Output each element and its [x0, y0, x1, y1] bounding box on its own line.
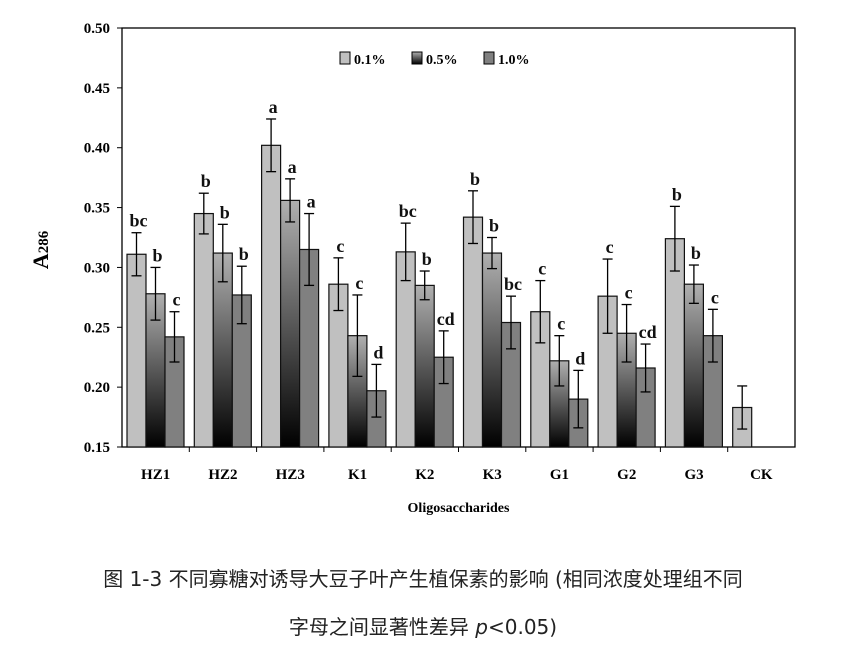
significance-label: c [557, 314, 565, 334]
legend-label: 0.1% [354, 53, 386, 68]
significance-label: b [691, 243, 701, 263]
significance-label: c [606, 237, 614, 257]
y-tick-label: 0.45 [84, 81, 110, 97]
y-tick-label: 0.25 [84, 320, 110, 336]
caption-p: p [475, 615, 488, 639]
figure-caption-line2: 字母之间显著性差异 p<0.05) [0, 611, 846, 640]
bar [481, 252, 503, 448]
x-tick-label: G2 [617, 467, 636, 483]
x-tick-label: HZ3 [276, 467, 305, 483]
legend-swatch [483, 51, 495, 65]
y-tick-label: 0.35 [84, 201, 110, 217]
significance-label: cd [639, 322, 657, 342]
y-tick-label: 0.30 [84, 260, 110, 276]
significance-label: a [288, 157, 297, 177]
y-tick-label: 0.20 [84, 380, 110, 396]
significance-label: bc [399, 201, 417, 221]
bar [193, 212, 214, 448]
significance-label: b [672, 184, 682, 204]
significance-label: c [336, 236, 344, 256]
figure-caption-line1: 图 1-3 不同寡糖对诱导大豆子叶产生植保素的影响 (相同浓度处理组不同 [103, 567, 743, 591]
significance-label: b [470, 169, 480, 189]
significance-label: c [355, 273, 363, 293]
x-tick-label: G3 [684, 467, 703, 483]
significance-label: d [373, 342, 383, 362]
legend-label: 0.5% [426, 53, 458, 68]
y-tick-label: 0.15 [84, 440, 110, 456]
significance-label: cd [437, 309, 455, 329]
legend-label: 1.0% [498, 53, 530, 68]
x-tick-label: HZ2 [208, 467, 237, 483]
bar [126, 253, 147, 448]
legend-swatch [339, 51, 351, 65]
x-tick-label: G1 [550, 467, 569, 483]
y-tick-label: 0.50 [84, 21, 110, 37]
y-tick-label: 0.40 [84, 141, 110, 157]
legend-swatch [411, 51, 423, 65]
y-axis-label: A286 [28, 230, 53, 269]
significance-label: bc [130, 211, 148, 231]
x-tick-label: HZ1 [141, 467, 170, 483]
significance-label: b [489, 216, 499, 236]
significance-label: bc [504, 274, 522, 294]
x-tick-label: CK [750, 467, 773, 483]
significance-label: b [239, 244, 249, 264]
significance-label: a [307, 192, 316, 212]
significance-label: b [422, 249, 432, 269]
significance-label: b [220, 202, 230, 222]
x-axis-label: Oligosaccharides [408, 501, 510, 516]
x-tick-label: K2 [415, 467, 434, 483]
significance-label: c [538, 259, 546, 279]
significance-label: a [269, 97, 278, 117]
significance-label: b [152, 245, 162, 265]
significance-label: c [173, 290, 181, 310]
bar-chart: 0.15 0.20 0.25 0.30 0.35 0.40 0.45 0.50 A286 Olig… [28, 21, 796, 516]
x-tick-label: K1 [348, 467, 367, 483]
significance-label: c [711, 287, 719, 307]
significance-label: c [625, 283, 633, 303]
bar [683, 283, 705, 448]
significance-label: d [575, 348, 585, 368]
x-tick-label: K3 [483, 467, 502, 483]
caption-suffix: <0.05) [487, 615, 558, 639]
bar [261, 144, 282, 448]
significance-label: b [201, 171, 211, 191]
bar [462, 216, 484, 448]
bar [414, 284, 435, 448]
bar [280, 199, 301, 448]
caption-text: 字母之间显著性差异 [288, 615, 476, 639]
